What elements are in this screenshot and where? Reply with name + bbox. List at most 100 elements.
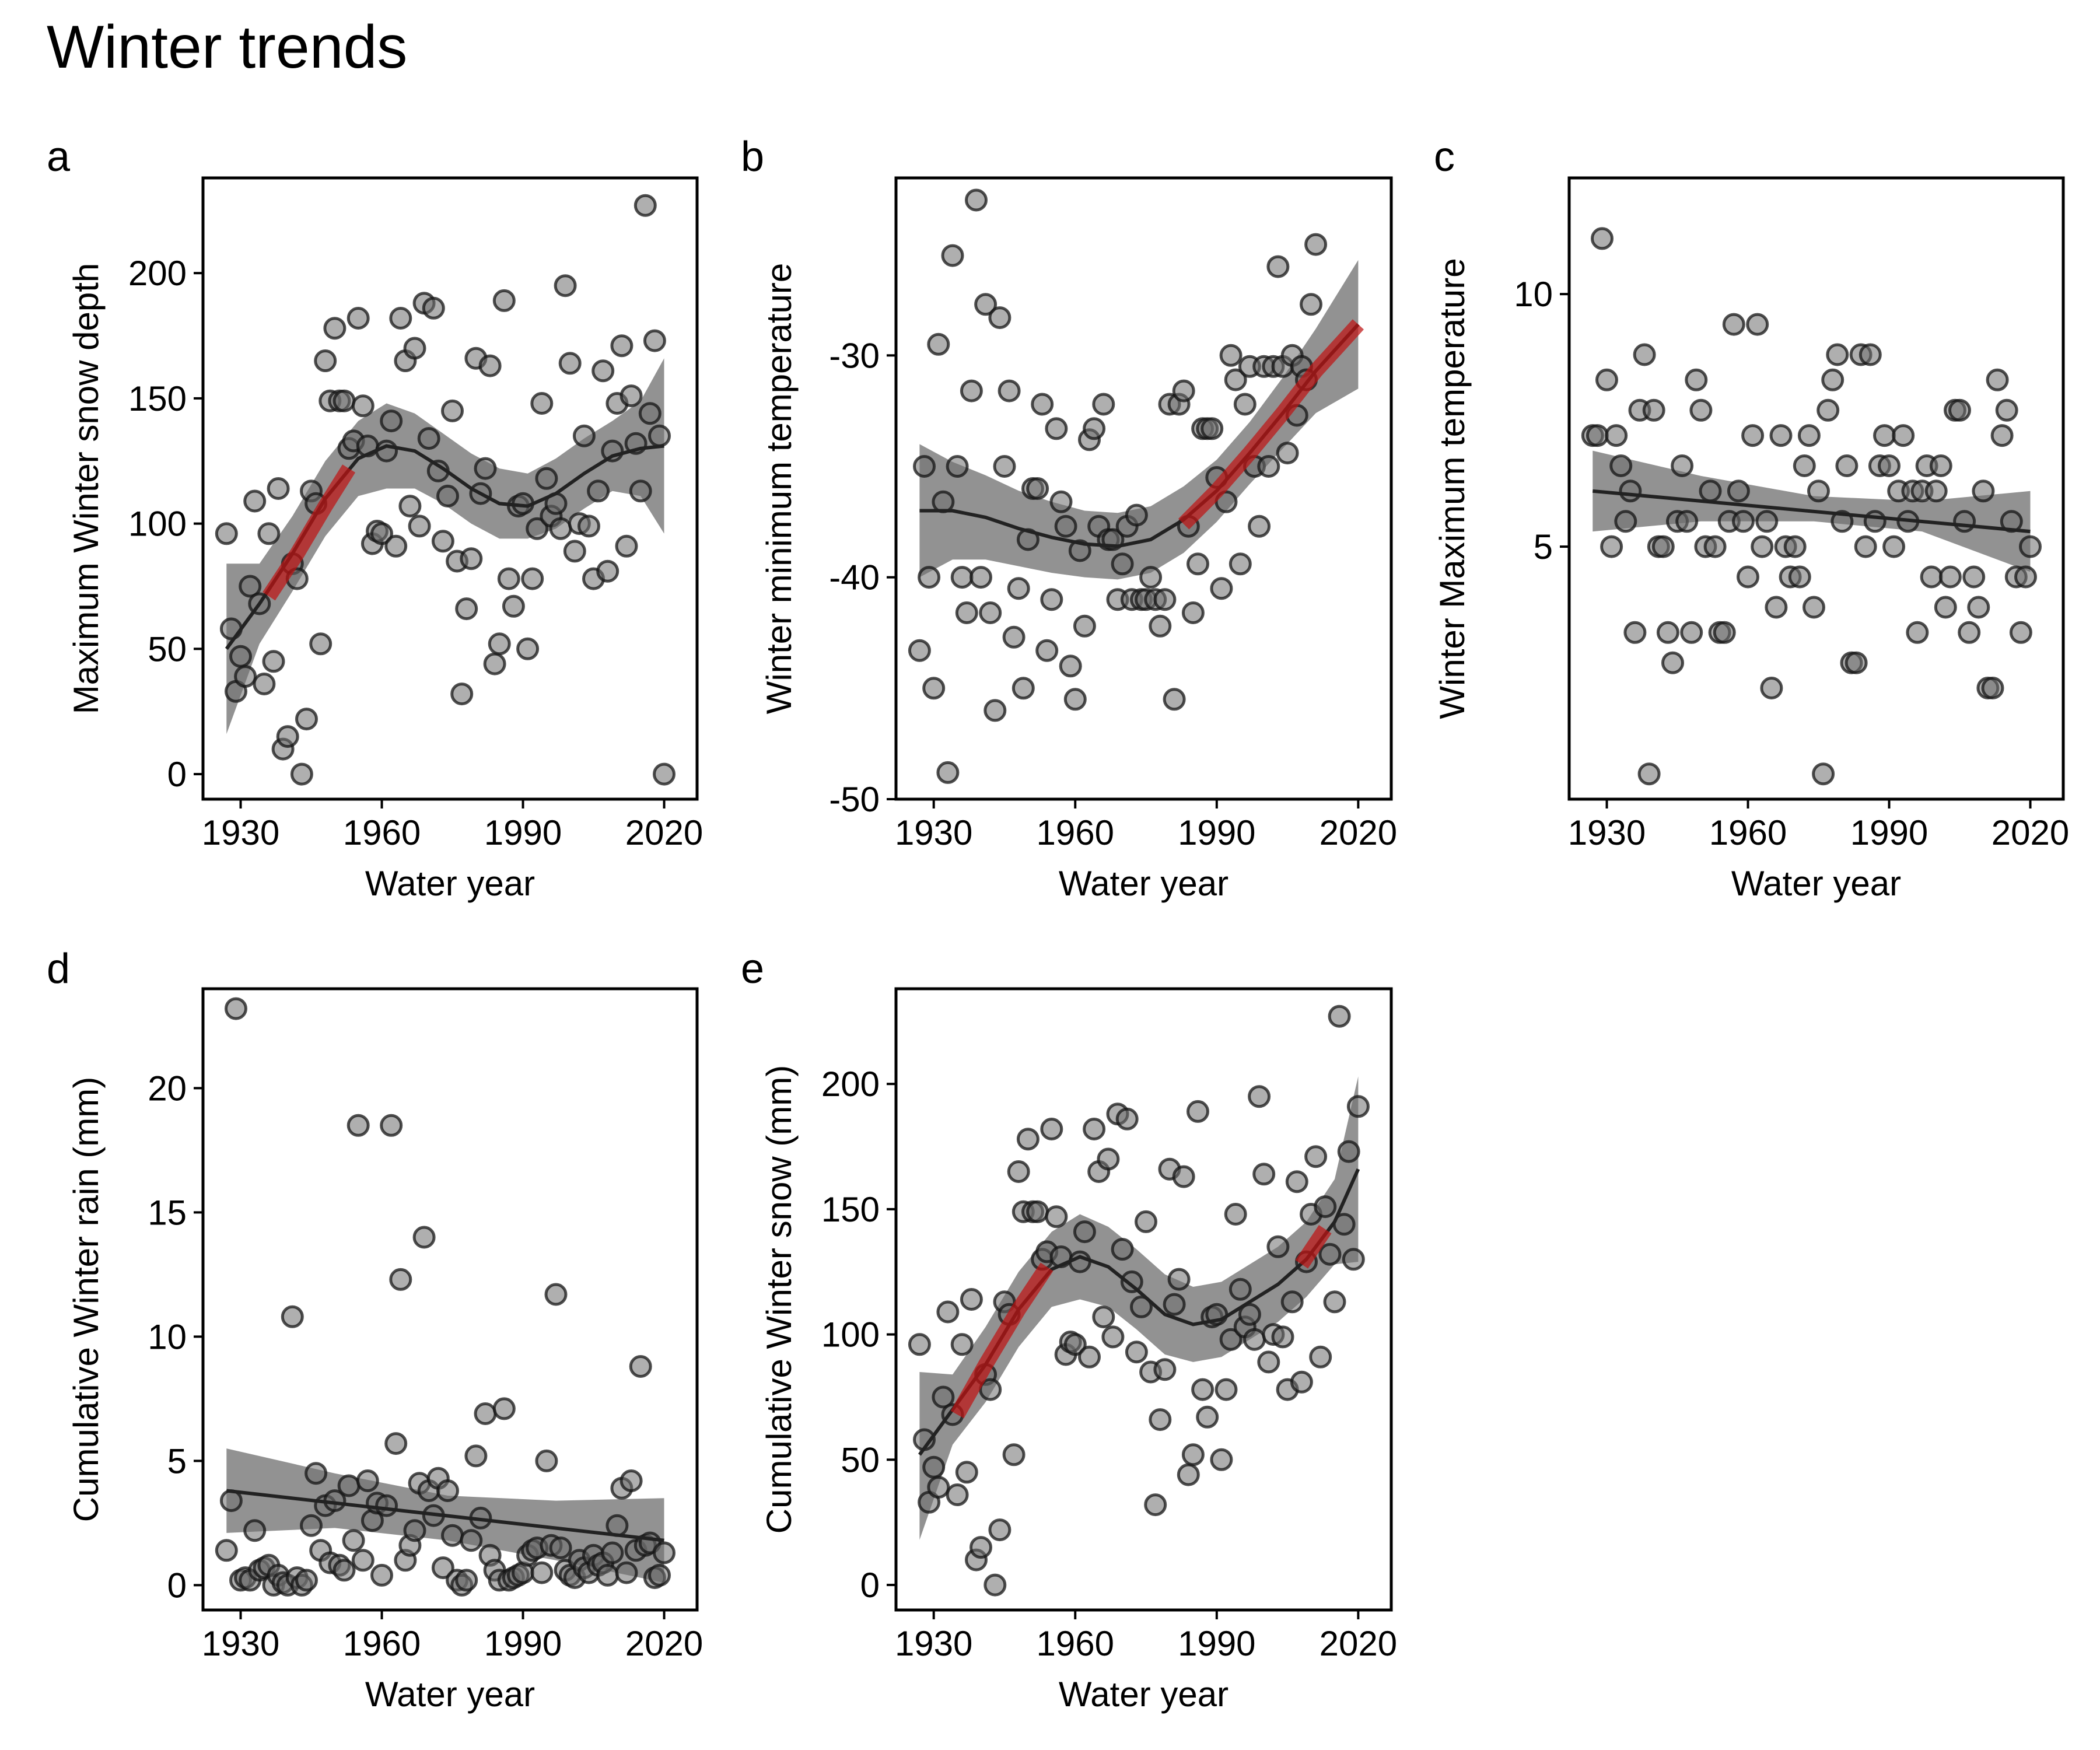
data-point-b-12 (965, 188, 988, 212)
data-point-a-76 (572, 424, 596, 447)
y-tick-label-e-4: 200 (821, 1065, 880, 1104)
data-point-b-59 (1186, 552, 1209, 576)
data-point-e-58 (1181, 1443, 1205, 1466)
data-point-a-8 (253, 673, 276, 695)
data-point-b-62 (1200, 417, 1224, 440)
data-point-a-50 (450, 682, 474, 706)
data-point-b-13 (970, 566, 992, 589)
data-point-b-28 (1040, 588, 1063, 611)
y-axis-title-e: Cumulative Winter snow (mm) (760, 1065, 799, 1534)
data-point-e-47 (1130, 1295, 1153, 1318)
data-point-a-3 (229, 645, 252, 668)
data-point-a-4 (234, 665, 257, 688)
data-point-c-45 (1793, 454, 1816, 477)
data-point-c-60 (1863, 510, 1887, 533)
data-point-a-48 (441, 399, 464, 422)
data-point-a-64 (516, 637, 540, 660)
chart-panel-b: 1930 1960 1990 2020 -50 -40 -30 Water year Winte… (760, 176, 1397, 903)
x-axis-title-c: Water year (1731, 864, 1901, 903)
trend-line-d (226, 1489, 664, 1542)
data-point-b-26 (1031, 393, 1054, 416)
data-point-e-85 (1309, 1345, 1332, 1368)
data-point-e-33 (1063, 1333, 1087, 1356)
data-point-d-14 (281, 1305, 304, 1328)
data-point-b-16 (984, 699, 1007, 722)
data-point-b-43 (1111, 552, 1134, 576)
data-point-e-39 (1092, 1306, 1115, 1329)
data-point-b-58 (1181, 601, 1205, 624)
data-point-b-54 (1163, 688, 1186, 711)
y-tick-label-b-1: -40 (829, 558, 880, 597)
data-point-d-40 (403, 1519, 426, 1542)
data-point-d-27 (342, 1529, 365, 1552)
data-point-b-7 (941, 244, 964, 267)
data-point-c-51 (1821, 368, 1845, 391)
data-point-c-83 (1972, 480, 1995, 503)
y-axis-title-d: Cumulative Winter rain (mm) (66, 1077, 106, 1522)
data-point-e-80 (1285, 1170, 1308, 1194)
data-point-a-57 (483, 652, 506, 676)
data-point-e-28 (1040, 1118, 1063, 1140)
significant-trend-e-1 (1295, 1225, 1332, 1269)
x-tick-label-b-0: 1930 (895, 813, 972, 852)
data-point-b-20 (1002, 625, 1026, 649)
data-point-c-80 (1958, 621, 1981, 644)
data-point-c-38 (1760, 677, 1783, 699)
data-point-c-54 (1835, 454, 1859, 477)
data-point-d-2 (225, 997, 247, 1020)
y-tick-label-d-4: 20 (148, 1069, 187, 1108)
data-point-e-72 (1248, 1085, 1271, 1108)
data-point-e-35 (1073, 1220, 1096, 1244)
data-point-c-35 (1746, 313, 1769, 336)
data-point-e-15 (979, 1378, 1002, 1401)
data-point-b-4 (927, 332, 950, 356)
significant-trend-e-0 (950, 1262, 1054, 1419)
y-tick-label-b-0: -50 (829, 780, 880, 819)
data-point-e-45 (1120, 1270, 1143, 1293)
data-point-c-64 (1882, 535, 1906, 558)
data-point-c-82 (1967, 596, 1990, 619)
data-point-b-8 (946, 455, 969, 478)
data-point-d-17 (295, 1569, 318, 1592)
data-point-e-16 (984, 1573, 1007, 1597)
data-point-d-70 (544, 1283, 568, 1306)
data-point-b-67 (1224, 368, 1247, 391)
data-point-d-51 (455, 1569, 478, 1592)
data-point-c-13 (1642, 398, 1665, 422)
data-point-d-36 (384, 1432, 408, 1455)
y-axis-title-a: Maximum Winter snow depth (66, 263, 106, 715)
data-point-e-36 (1078, 1345, 1101, 1368)
plot-frame-c (1567, 176, 2065, 801)
x-tick-label-e-1: 1960 (1037, 1624, 1114, 1663)
data-point-c-36 (1751, 535, 1774, 558)
data-point-e-56 (1172, 1165, 1195, 1188)
x-tick-label-e-0: 1930 (895, 1624, 972, 1663)
chart-panel-d: 1930 1960 1990 2020 0 5 10 15 20 Water year Cumula… (66, 987, 703, 1714)
data-point-e-73 (1252, 1163, 1276, 1186)
data-point-e-71 (1243, 1328, 1266, 1351)
data-point-e-57 (1177, 1463, 1200, 1486)
data-point-d-88 (629, 1355, 652, 1378)
data-point-e-66 (1219, 1328, 1242, 1351)
data-point-c-28 (1713, 621, 1736, 644)
data-point-e-20 (1002, 1443, 1026, 1466)
data-point-d-33 (370, 1563, 393, 1587)
y-tick-label-a-2: 100 (128, 505, 187, 544)
data-point-c-19 (1671, 454, 1694, 477)
x-tick-label-a-0: 1930 (202, 813, 279, 852)
data-point-d-82 (601, 1541, 624, 1564)
data-point-c-20 (1675, 510, 1699, 533)
data-point-a-55 (474, 457, 497, 480)
data-point-a-52 (460, 547, 483, 570)
data-point-c-8 (1619, 480, 1642, 503)
data-point-d-34 (375, 1494, 398, 1517)
data-point-e-25 (1026, 1200, 1049, 1223)
data-point-d-28 (346, 1114, 370, 1137)
data-point-e-92 (1342, 1248, 1365, 1271)
data-point-a-77 (578, 514, 600, 538)
data-point-e-23 (1016, 1128, 1040, 1151)
data-point-c-66 (1892, 424, 1915, 447)
data-point-c-58 (1854, 535, 1877, 558)
data-point-a-86 (620, 384, 643, 408)
